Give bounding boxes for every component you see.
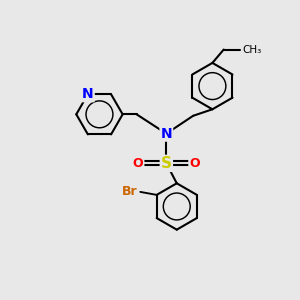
Text: CH₃: CH₃ [242,44,262,55]
Text: Br: Br [122,185,138,198]
Text: N: N [160,127,172,141]
Text: S: S [161,156,172,171]
Text: N: N [82,87,94,101]
Text: O: O [189,157,200,170]
Text: O: O [133,157,143,170]
